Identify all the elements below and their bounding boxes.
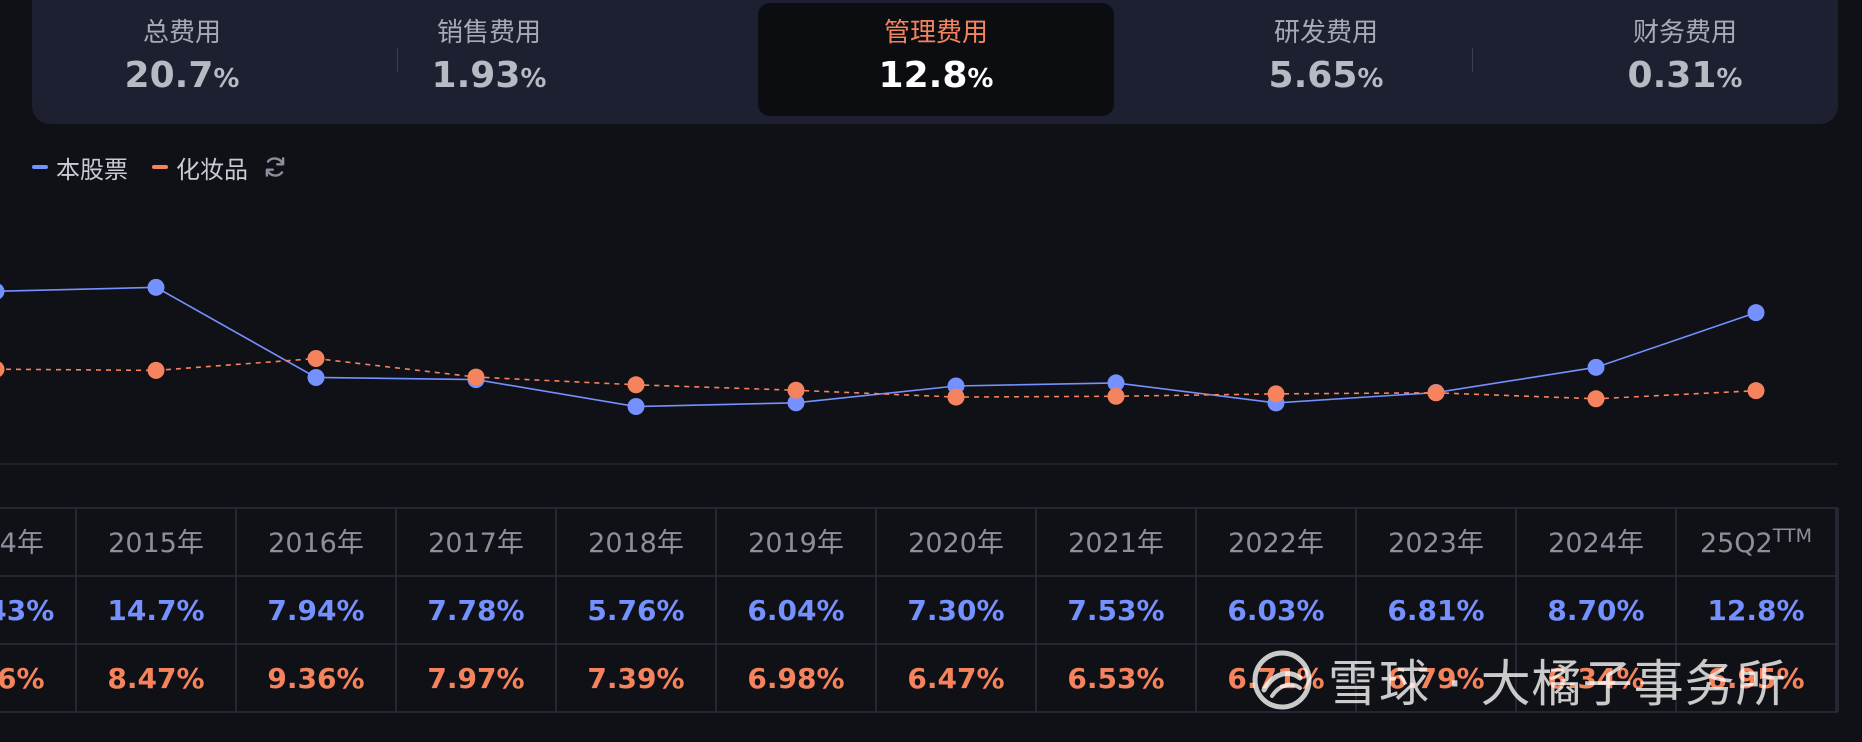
series-line (0, 286, 1757, 408)
category-label: 2016年 (268, 528, 364, 559)
data-point[interactable] (147, 361, 165, 379)
tab-value: 5.65% (1268, 55, 1384, 96)
category-label: 2014年 (0, 528, 44, 559)
tab-label: 总费用 (142, 18, 221, 48)
legend-swatch (152, 165, 168, 169)
tab-value: 20.7% (124, 55, 240, 96)
data-label: 8.56% (0, 662, 45, 695)
data-label: 6.34% (1547, 662, 1644, 695)
legend-item-stock[interactable]: 本股票 (32, 150, 128, 185)
category-label: 2015年 (108, 528, 204, 559)
data-point[interactable] (787, 394, 805, 412)
data-label: 6.03% (1227, 594, 1324, 627)
category-label: 2024年 (1548, 528, 1644, 559)
category-label: 25Q2TTM (1700, 525, 1812, 559)
data-point[interactable] (307, 350, 325, 368)
data-label: 6.47% (907, 662, 1004, 695)
legend-label: 本股票 (56, 155, 128, 184)
category-label: 2020年 (908, 528, 1004, 559)
category-label: 2018年 (588, 528, 684, 559)
data-label: 5.76% (587, 594, 684, 627)
tab-divider (1472, 48, 1473, 72)
data-point[interactable] (1427, 384, 1445, 402)
tab-label: 销售费用 (436, 18, 541, 48)
data-point[interactable] (467, 368, 485, 386)
data-label: 6.04% (747, 594, 844, 627)
legend-item-industry[interactable]: 化妆品 (152, 150, 248, 185)
tab-value: 0.31% (1627, 55, 1743, 96)
refresh-icon[interactable] (262, 154, 288, 180)
series-line (0, 357, 1757, 400)
data-label: 7.78% (427, 594, 524, 627)
data-point[interactable] (1107, 387, 1125, 405)
tab-divider (397, 48, 398, 72)
data-point[interactable] (1747, 304, 1765, 322)
tab-label: 财务费用 (1632, 18, 1737, 48)
data-point[interactable] (147, 278, 165, 296)
category-label: 2022年 (1228, 528, 1324, 559)
data-label: 7.94% (267, 594, 364, 627)
tab-admin-expense[interactable]: 管理费用 12.8% (758, 3, 1114, 116)
data-point[interactable] (1267, 385, 1285, 403)
tab-label: 研发费用 (1273, 18, 1378, 48)
data-label: 6.95% (1707, 662, 1804, 695)
data-point[interactable] (787, 381, 805, 399)
tab-finance-expense[interactable]: 财务费用 0.31% (1535, 0, 1835, 124)
data-label: 6.71% (1227, 662, 1324, 695)
data-label: 6.98% (747, 662, 844, 695)
data-point[interactable] (1747, 382, 1765, 400)
data-label: 9.36% (267, 662, 364, 695)
data-label: 14.43% (0, 594, 54, 627)
chart-legend: 本股票 化妆品 (32, 150, 288, 184)
data-label: 6.79% (1387, 662, 1484, 695)
data-point[interactable] (1587, 358, 1605, 376)
data-label: 7.39% (587, 662, 684, 695)
data-label: 6.53% (1067, 662, 1164, 695)
category-label: 2021年 (1068, 528, 1164, 559)
data-point[interactable] (1587, 390, 1605, 408)
data-point[interactable] (947, 388, 965, 406)
data-point[interactable] (307, 368, 325, 386)
tab-total-expense[interactable]: 总费用 20.7% (32, 0, 332, 124)
data-point[interactable] (0, 283, 5, 300)
tab-rnd-expense[interactable]: 研发费用 5.65% (1176, 0, 1476, 124)
tab-value: 1.93% (431, 55, 547, 96)
legend-swatch (32, 165, 48, 169)
data-label: 6.81% (1387, 594, 1484, 627)
data-point[interactable] (627, 376, 645, 394)
data-label: 7.30% (907, 594, 1004, 627)
data-label: 8.70% (1547, 594, 1644, 627)
data-label: 14.7% (107, 594, 204, 627)
data-point[interactable] (627, 398, 645, 416)
tab-selling-expense[interactable]: 销售费用 1.93% (339, 0, 639, 124)
category-label: 2019年 (748, 528, 844, 559)
expense-tabs: 总费用 20.7% 销售费用 1.93% 管理费用 12.8% 研发费用 5.6… (32, 0, 1838, 124)
data-label: 8.47% (107, 662, 204, 695)
data-label: 12.8% (1707, 594, 1804, 627)
data-point[interactable] (0, 361, 5, 378)
tab-label: 管理费用 (883, 18, 988, 48)
category-label: 2017年 (428, 528, 524, 559)
data-label: 7.97% (427, 662, 524, 695)
tab-value: 12.8% (878, 55, 994, 96)
data-point[interactable] (1107, 374, 1125, 392)
data-label: 7.53% (1067, 594, 1164, 627)
category-label: 2023年 (1388, 528, 1484, 559)
legend-label: 化妆品 (176, 155, 248, 184)
